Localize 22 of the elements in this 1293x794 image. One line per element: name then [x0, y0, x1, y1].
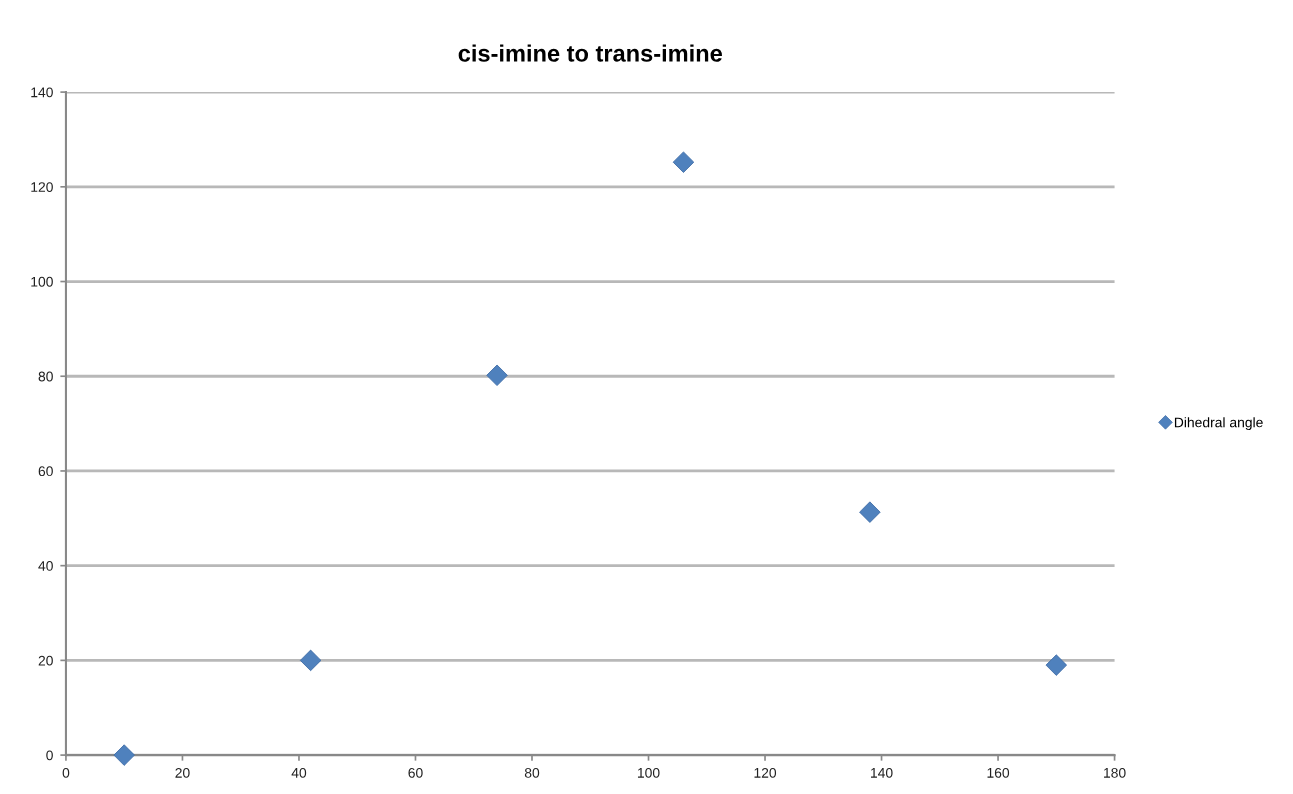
y-tick-label: 0 [46, 750, 53, 761]
legend-label: Dihedral angle [1174, 417, 1263, 431]
point [299, 649, 322, 672]
x-tick-label: 140 [871, 767, 893, 778]
point [859, 501, 881, 523]
x-tick-label: 0 [62, 767, 70, 778]
chart-title: cis-imine to trans-imine [458, 44, 722, 62]
x-tick-label: 180 [1104, 767, 1126, 778]
x-tick-label: 80 [524, 767, 540, 778]
x-tick-label: 20 [175, 767, 190, 778]
y-tick-label: 120 [31, 182, 53, 192]
x-tick-label: 100 [637, 767, 660, 778]
y-tick-label: 80 [38, 371, 53, 382]
x-tick-label: 60 [408, 767, 423, 778]
y-tick-label: 20 [38, 655, 53, 666]
y-tick-label: 60 [38, 466, 53, 477]
y-tick-label: 40 [38, 561, 53, 571]
y-tick-label: 100 [31, 276, 53, 287]
y-tick-label: 140 [31, 87, 53, 98]
x-tick-label: 40 [291, 767, 307, 778]
x-tick-label: 120 [754, 767, 777, 778]
x-tick-label: 160 [987, 767, 1010, 778]
